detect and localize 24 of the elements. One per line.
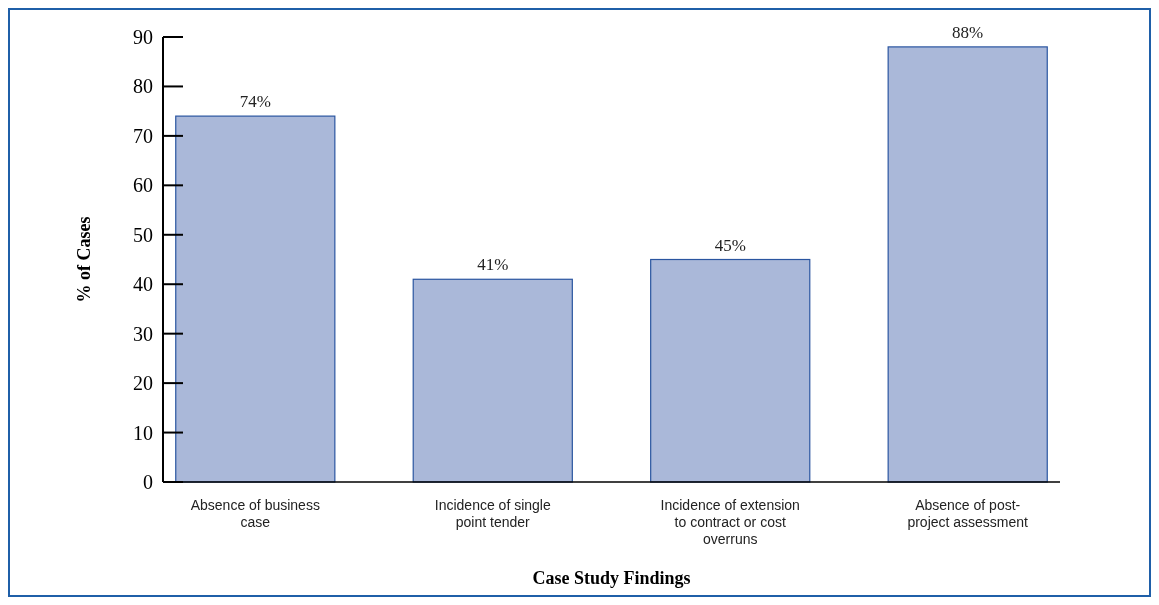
y-tick-label: 80 — [133, 75, 153, 98]
x-tick-label: Incidence of single point tender — [434, 497, 551, 530]
x-tick-label: Incidence of extension to contract or cost overruns — [660, 497, 800, 547]
data-label: 74% — [239, 92, 271, 112]
bar — [650, 258, 811, 483]
y-tick-label: 30 — [133, 322, 153, 345]
x-tick-label: Absence of business case — [190, 497, 320, 530]
y-tick-label: 60 — [133, 174, 153, 197]
data-label: 88% — [952, 22, 984, 42]
y-tick-label: 20 — [133, 372, 153, 395]
y-tick-label: 70 — [133, 124, 153, 147]
y-tick-label: 0 — [143, 471, 153, 493]
y-axis-title: % of Cases — [74, 216, 94, 303]
data-label: 45% — [714, 235, 746, 255]
bar — [175, 115, 336, 483]
bar — [887, 46, 1048, 483]
x-tick-label: Absence of post-project assessment — [907, 497, 1029, 530]
y-tick-label: 90 — [133, 26, 153, 48]
y-tick-label: 40 — [133, 273, 153, 296]
data-label: 41% — [477, 255, 509, 275]
y-tick-label: 50 — [133, 223, 153, 246]
bar — [412, 278, 573, 483]
y-tick-label: 10 — [133, 421, 153, 444]
x-axis-title: Case Study Findings — [532, 568, 691, 588]
